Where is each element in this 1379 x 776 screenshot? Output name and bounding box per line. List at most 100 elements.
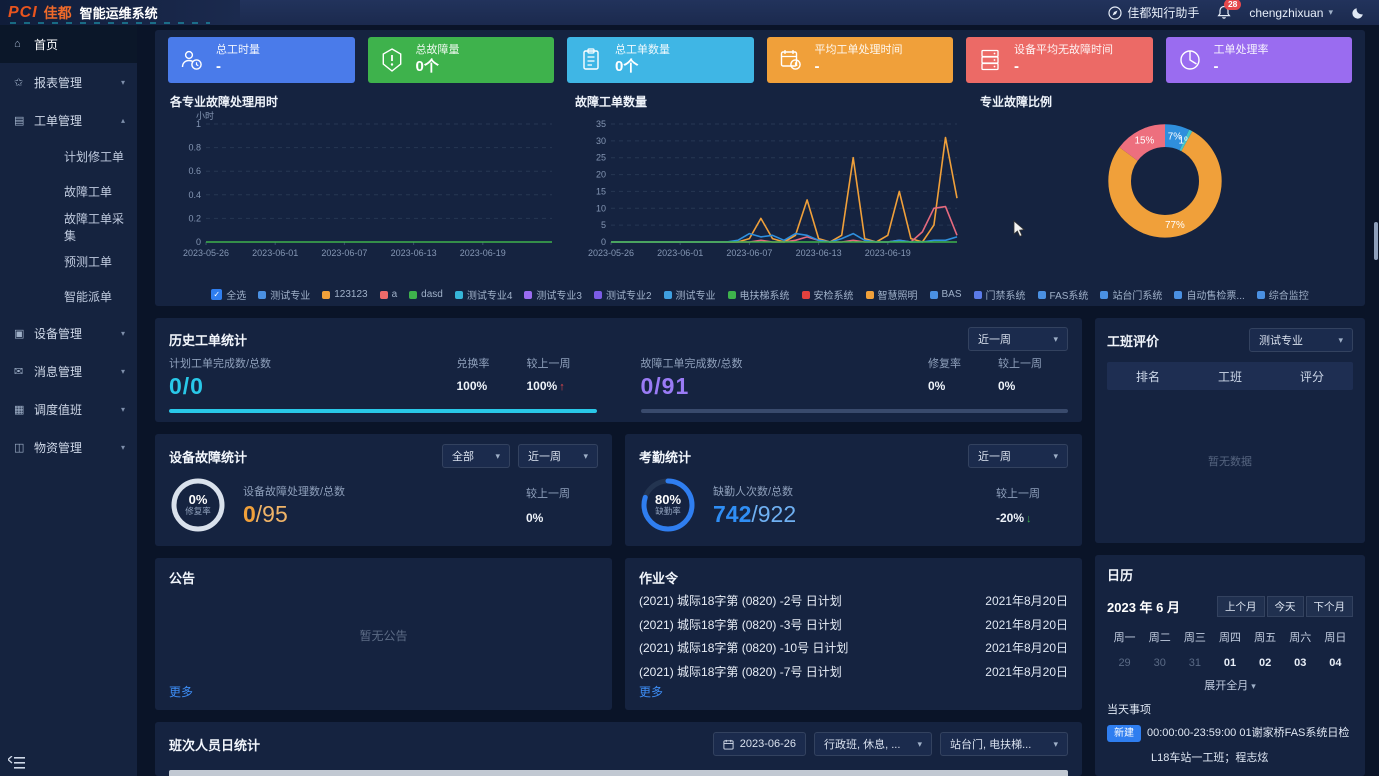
work-order-row[interactable]: (2021) 城际18字第 (0820) -10号 日计划 2021年8月20日 bbox=[639, 639, 1068, 656]
wow-value: -20% ↓ bbox=[996, 511, 1032, 525]
notice-more-link[interactable]: 更多 bbox=[169, 685, 194, 699]
legend-item[interactable]: FAS系统 bbox=[1037, 287, 1088, 302]
legend-item[interactable]: 测试专业 bbox=[663, 287, 716, 302]
legend-item[interactable]: 智慧照明 bbox=[865, 287, 918, 302]
calendar-prev-month-button[interactable]: 上个月 bbox=[1217, 595, 1265, 617]
stat-card-value: 0个 bbox=[615, 57, 639, 75]
sidebar-item[interactable]: 预测工单 bbox=[0, 244, 137, 279]
sidebar-item-chevron-icon: ▾ bbox=[120, 328, 125, 338]
legend-item-label: 智慧照明 bbox=[877, 291, 918, 302]
calendar-weekday-label: 周六 bbox=[1289, 631, 1312, 644]
legend-item[interactable]: 电扶梯系统 bbox=[727, 287, 790, 302]
legend-item[interactable]: 测试专业4 bbox=[454, 287, 512, 302]
shift-type-select[interactable]: 行政班, 休息, ... ▾ bbox=[814, 732, 932, 756]
shift-system-select[interactable]: 站台门, 电扶梯... ▾ bbox=[940, 732, 1068, 756]
sidebar-item[interactable]: 计划修工单 bbox=[0, 139, 137, 174]
wow-label: 较上一周 bbox=[526, 488, 570, 500]
svg-text:2023-06-01: 2023-06-01 bbox=[657, 248, 703, 258]
svg-text:5: 5 bbox=[601, 220, 606, 230]
team-profession-select[interactable]: 测试专业 ▾ bbox=[1249, 328, 1353, 352]
sidebar-item-label: 报表管理 bbox=[34, 75, 83, 90]
legend-item[interactable]: BAS bbox=[929, 287, 962, 302]
theme-toggle-moon-icon[interactable] bbox=[1351, 6, 1365, 20]
sidebar-item[interactable]: ✩ 报表管理 ▾ bbox=[0, 63, 137, 101]
svg-text:2023-05-26: 2023-05-26 bbox=[588, 248, 634, 258]
sidebar-item[interactable]: ▦ 调度值班 ▾ bbox=[0, 390, 137, 428]
calendar-next-month-button[interactable]: 下个月 bbox=[1305, 595, 1353, 617]
attendance-range-select[interactable]: 近一周 ▾ bbox=[968, 444, 1068, 468]
legend-item[interactable]: dasd bbox=[409, 287, 443, 302]
shift-date-picker[interactable]: 2023-06-26 bbox=[712, 732, 806, 756]
compass-icon bbox=[1108, 5, 1122, 20]
calendar-day[interactable]: 29 bbox=[1118, 656, 1131, 669]
sidebar-item-label: 故障工单采集 bbox=[64, 211, 125, 243]
sidebar-item-icon: ◫ bbox=[14, 441, 25, 454]
stat-card-label: 设备平均无故障时间 bbox=[1014, 43, 1113, 56]
legend-item[interactable]: 门禁系统 bbox=[973, 287, 1026, 302]
gauge-value: 80% bbox=[654, 492, 682, 508]
scrollbar-thumb[interactable] bbox=[1374, 222, 1378, 260]
work-order-row[interactable]: (2021) 城际18字第 (0820) -3号 日计划 2021年8月20日 bbox=[639, 616, 1068, 633]
legend-item[interactable]: 测试专业 bbox=[258, 287, 310, 302]
team-rating-panel: 工班评价 测试专业 ▾ 排名 工班 评分 暂无数据 bbox=[1095, 318, 1365, 543]
stat-card-label: 总工时量 bbox=[216, 43, 260, 56]
calendar-today-button[interactable]: 今天 bbox=[1266, 595, 1304, 617]
legend-item[interactable]: a bbox=[379, 287, 397, 302]
select-value: 全部 bbox=[452, 451, 474, 463]
device-scope-select[interactable]: 全部 ▾ bbox=[442, 444, 510, 468]
metric-value: 0/0 bbox=[169, 373, 204, 399]
sidebar-item-chevron-icon: ▾ bbox=[120, 366, 125, 376]
stat-card-label: 总故障量 bbox=[415, 43, 460, 56]
chevron-down-icon: ▾ bbox=[917, 738, 922, 749]
legend-item[interactable]: 测试专业2 bbox=[593, 287, 652, 302]
calendar-event[interactable]: 新建 00:00:00-23:59:00 01谢家桥FAS系统日检 bbox=[1107, 724, 1353, 742]
legend-item[interactable]: 测试专业3 bbox=[524, 287, 582, 302]
sidebar-collapse-button[interactable] bbox=[8, 756, 26, 770]
event-text: 00:00:00-23:59:00 01谢家桥FAS系统日检 bbox=[1147, 726, 1350, 739]
sidebar-item[interactable]: ▤ 工单管理 ▴ bbox=[0, 101, 137, 139]
legend-item[interactable]: 自动售检票... bbox=[1174, 287, 1245, 302]
sidebar-item[interactable]: 故障工单采集 bbox=[0, 209, 137, 244]
wow-value: 0% bbox=[526, 511, 544, 525]
legend-select-all[interactable]: ✓ 全选 bbox=[211, 287, 246, 302]
sidebar-item[interactable]: ◫ 物资管理 ▾ bbox=[0, 428, 137, 466]
work-order-row[interactable]: (2021) 城际18字第 (0820) -7号 日计划 2021年8月20日 bbox=[639, 663, 1068, 680]
user-menu[interactable]: chengzhixuan ▾ bbox=[1249, 6, 1333, 20]
calendar-expand-link[interactable]: 展开全月 ▾ bbox=[1204, 679, 1256, 692]
calendar-day[interactable]: 01 bbox=[1223, 656, 1237, 669]
work-order-row[interactable]: (2021) 城际18字第 (0820) -2号 日计划 2021年8月20日 bbox=[639, 592, 1068, 609]
sidebar-item[interactable]: ⌂ 首页 bbox=[0, 25, 137, 63]
calendar-day[interactable]: 02 bbox=[1259, 656, 1272, 669]
clock-pie-icon bbox=[1179, 50, 1200, 70]
panel-title: 公告 bbox=[169, 571, 196, 586]
notifications-button[interactable]: 28 bbox=[1217, 0, 1242, 20]
legend-item[interactable]: 站台门系统 bbox=[1100, 287, 1162, 302]
svg-text:0: 0 bbox=[601, 237, 606, 247]
sidebar-item-label: 计划修工单 bbox=[64, 150, 125, 164]
wow-label: 较上一周 bbox=[998, 358, 1042, 370]
sidebar-item[interactable]: 故障工单 bbox=[0, 174, 137, 209]
legend-swatch bbox=[454, 290, 463, 299]
history-range-select[interactable]: 近一周 ▾ bbox=[968, 327, 1068, 351]
calendar-day[interactable]: 31 bbox=[1188, 656, 1201, 669]
sidebar-item[interactable]: ✉ 消息管理 ▾ bbox=[0, 352, 137, 390]
svg-text:30: 30 bbox=[596, 136, 606, 146]
calendar-day[interactable]: 30 bbox=[1153, 656, 1166, 669]
device-range-select[interactable]: 近一周 ▾ bbox=[518, 444, 598, 468]
svg-text:2023-06-19: 2023-06-19 bbox=[460, 248, 506, 258]
assistant-link[interactable]: 佳都知行助手 bbox=[1108, 4, 1199, 21]
legend-item[interactable]: 安检系统 bbox=[801, 287, 854, 302]
calendar-day[interactable]: 03 bbox=[1294, 656, 1307, 669]
calendar-day[interactable]: 04 bbox=[1329, 656, 1342, 669]
legend-item[interactable]: 123123 bbox=[322, 287, 368, 302]
username: chengzhixuan bbox=[1249, 5, 1324, 20]
sidebar-item[interactable]: ▣ 设备管理 ▾ bbox=[0, 314, 137, 352]
svg-text:25: 25 bbox=[596, 153, 606, 163]
legend-item[interactable]: 综合监控 bbox=[1256, 287, 1309, 302]
orders-more-link[interactable]: 更多 bbox=[639, 685, 664, 699]
chart-fault-ratio: 专业故障比例 7% 1% 77% 15% bbox=[978, 91, 1352, 285]
stat-cards-row: 总工时量 - 总故障量 0个 总工单数量 0个 bbox=[168, 37, 1352, 83]
work-order-command-panel: 作业令 (2021) 城际18字第 (0820) -2号 日计划 2021年8月… bbox=[625, 558, 1082, 710]
svg-text:0: 0 bbox=[196, 237, 201, 247]
sidebar-item[interactable]: 智能派单 bbox=[0, 279, 137, 314]
